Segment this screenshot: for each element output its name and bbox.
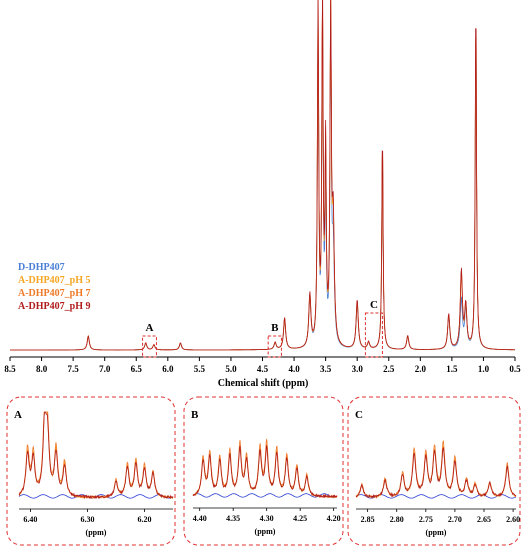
inset-panel-a: A 6.40 6.30 6.20 (ppm) <box>6 396 176 546</box>
main-tick-label: 5.0 <box>225 364 237 374</box>
region-boxes: A B C <box>142 299 383 358</box>
inset-tick-label: 6.40 <box>23 515 37 524</box>
legend: D-DHP407 A-DHP407_pH 5 A-DHP407_pH 7 A-D… <box>18 262 91 312</box>
legend-ph7: A-DHP407_pH 7 <box>18 288 91 299</box>
inset-tick-label: 6.30 <box>80 515 94 524</box>
main-tick-label: 1.5 <box>446 364 458 374</box>
inset-border <box>183 396 344 546</box>
main-tick-label: 6.5 <box>131 364 143 374</box>
inset-x-label: (ppm) <box>255 527 276 536</box>
main-tick-label: 8.0 <box>36 364 48 374</box>
region-label-b: B <box>271 322 279 334</box>
main-tick-label: 8.5 <box>4 364 16 374</box>
main-trace-3 <box>10 0 515 351</box>
region-box-a <box>142 335 157 358</box>
inset-x-label: (ppm) <box>426 528 447 537</box>
legend-ph9: A-DHP407_pH 9 <box>18 301 91 312</box>
inset-tick-label: 2.75 <box>419 515 433 524</box>
inset-trace-2 <box>18 411 174 500</box>
main-tick-label: 2.5 <box>383 364 395 374</box>
main-spectrum: 8.5 8.0 7.5 7.0 6.5 6.0 5.5 5.0 4.5 4.0 3.5 3.0 2.5 2… <box>4 0 521 389</box>
inset-trace-3 <box>18 411 174 500</box>
main-tick-label: 3.0 <box>352 364 364 374</box>
inset-label: B <box>191 409 199 421</box>
inset-tick-label: 2.80 <box>390 515 404 524</box>
main-tick-label: 7.0 <box>99 364 111 374</box>
inset-tick-label: 4.40 <box>193 514 207 523</box>
inset-panel-c: C 2.85 2.80 2.75 2.70 2.65 2.60 (ppm) <box>347 396 521 546</box>
main-tick-label: 4.5 <box>257 364 269 374</box>
inset-tick-label: 2.65 <box>477 515 491 524</box>
main-tick-label: 2.0 <box>415 364 427 374</box>
inset-tick-label: 6.20 <box>137 515 151 524</box>
inset-tick-label: 4.25 <box>293 514 307 523</box>
main-tick-label: 3.5 <box>320 364 332 374</box>
main-traces <box>10 0 516 351</box>
inset-label: A <box>14 409 22 421</box>
main-x-label: Chemical shift (ppm) <box>218 378 309 389</box>
main-tick-label: 7.5 <box>68 364 80 374</box>
inset-label: C <box>355 409 363 421</box>
inset-trace-0 <box>192 493 338 498</box>
inset-trace-0 <box>355 494 517 499</box>
region-label-a: A <box>146 322 154 334</box>
inset-border <box>6 396 176 546</box>
inset-tick-label: 2.85 <box>361 515 375 524</box>
region-box-c <box>364 312 383 358</box>
inset-tick-label: 4.20 <box>327 514 341 523</box>
main-x-ticks: 8.5 8.0 7.5 7.0 6.5 6.0 5.5 5.0 4.5 4.0 3.5 3.0 2.5 2… <box>4 357 521 374</box>
inset-tick-label: 2.70 <box>448 515 462 524</box>
inset-border <box>347 396 521 546</box>
inset-tick-label: 2.60 <box>506 515 520 524</box>
main-tick-label: 6.0 <box>162 364 174 374</box>
region-label-c: C <box>370 299 378 311</box>
inset-tick-label: 4.35 <box>226 514 240 523</box>
region-box-b <box>267 335 282 358</box>
legend-d-dhp407: D-DHP407 <box>18 262 65 273</box>
inset-trace-3 <box>355 447 517 499</box>
main-tick-label: 1.0 <box>478 364 490 374</box>
legend-ph5: A-DHP407_pH 5 <box>18 275 91 286</box>
inset-panel-b: B 4.40 4.35 4.30 4.25 4.20 (ppm) <box>183 396 344 546</box>
main-tick-label: 0.5 <box>509 364 521 374</box>
inset-tick-label: 4.30 <box>260 514 274 523</box>
main-tick-label: 4.0 <box>288 364 300 374</box>
inset-trace-1 <box>192 443 338 499</box>
inset-x-label: (ppm) <box>86 528 107 537</box>
main-tick-label: 5.5 <box>194 364 206 374</box>
inset-trace-3 <box>192 445 338 499</box>
